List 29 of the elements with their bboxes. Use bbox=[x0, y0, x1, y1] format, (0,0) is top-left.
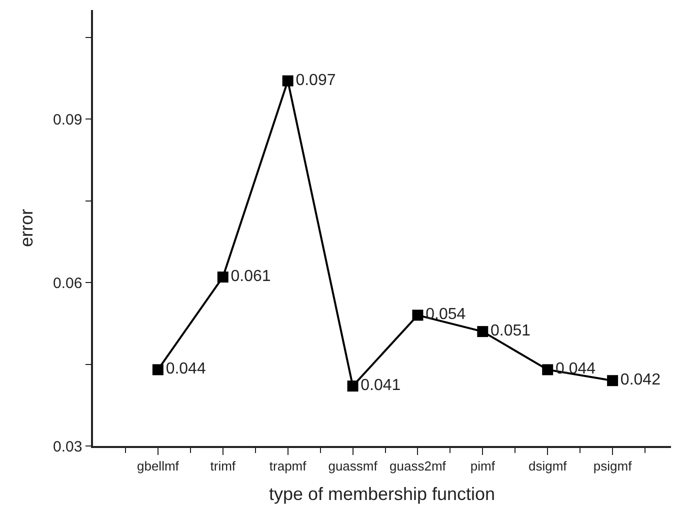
x-tick-label: dsigmf bbox=[528, 458, 568, 474]
data-label: 0.042 bbox=[620, 372, 661, 389]
data-label: 0.054 bbox=[426, 306, 466, 324]
x-tick-label: trimf bbox=[210, 458, 236, 474]
x-tick-label: trapmf bbox=[269, 458, 307, 474]
y-tick-label: 0.06 bbox=[53, 274, 82, 292]
point bbox=[477, 326, 488, 338]
point bbox=[347, 380, 358, 392]
data-label: 0.041 bbox=[360, 377, 401, 394]
y-axis-title: error bbox=[16, 208, 37, 248]
data-label: 0.044 bbox=[555, 360, 596, 378]
point bbox=[217, 272, 228, 283]
point bbox=[607, 375, 618, 386]
point bbox=[412, 310, 424, 321]
y-tick-label: 0.09 bbox=[53, 111, 82, 128]
x-axis-title: type of membership function bbox=[268, 484, 496, 504]
point bbox=[152, 364, 164, 376]
x-tick-label: guass2mf bbox=[390, 458, 446, 474]
x-tick-label: pimf bbox=[470, 458, 496, 474]
data-label: 0.044 bbox=[166, 360, 206, 378]
point bbox=[542, 364, 554, 376]
x-tick-label: guassmf bbox=[328, 458, 378, 474]
y-tick-label: 0.03 bbox=[53, 438, 82, 456]
x-tick-label: psigmf bbox=[593, 458, 632, 474]
data-label: 0.097 bbox=[296, 72, 336, 89]
x-tick-label: gbellmf bbox=[136, 458, 180, 474]
data-label: 0.051 bbox=[490, 322, 531, 340]
data-label: 0.061 bbox=[230, 268, 271, 286]
point bbox=[282, 75, 294, 86]
